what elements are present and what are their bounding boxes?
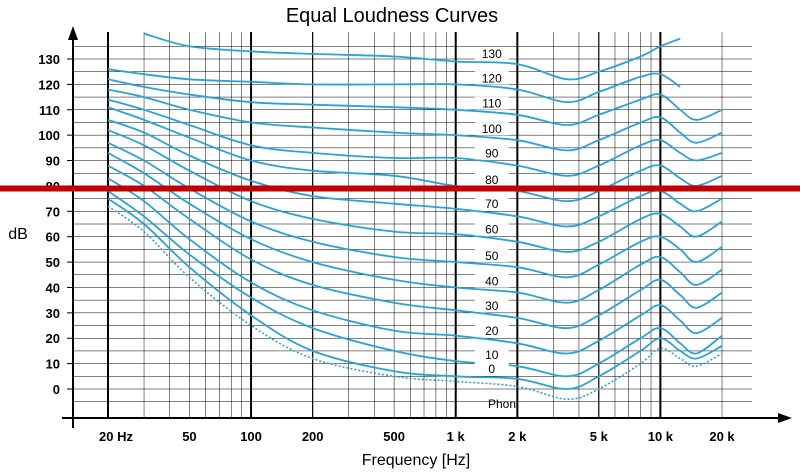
major-gridlines	[107, 32, 662, 418]
y-tick-label: 20	[46, 331, 60, 346]
y-tick-label: 30	[46, 306, 60, 321]
x-tick-label: 200	[302, 429, 324, 444]
phon-label: 20	[485, 324, 499, 338]
phon-label-bg	[474, 222, 509, 236]
phon-curve-50	[107, 141, 723, 279]
y-tick-label: 100	[38, 128, 60, 143]
phon-curve-90	[107, 98, 723, 177]
phon-label: 100	[482, 122, 502, 136]
phon-curve-0	[107, 197, 723, 390]
phon-labels: 010 20 30 40 50 60 70 80 90 100 110 120 130	[474, 47, 509, 376]
x-tick-label: 2 k	[508, 429, 527, 444]
y-tick-label: 40	[46, 280, 60, 295]
phon-label-bg	[474, 361, 509, 375]
phon-label: 120	[482, 71, 502, 85]
phon-label-bg	[474, 172, 509, 186]
y-axis-label: dB	[8, 226, 28, 243]
threshold-curve	[107, 205, 723, 401]
phon-label-bg	[474, 146, 509, 160]
phon-curve-40	[107, 152, 723, 304]
phon-label-bg	[474, 197, 509, 211]
y-tick-label: 70	[46, 204, 60, 219]
y-tick-label: 50	[46, 255, 60, 270]
x-tick-label: 5 k	[590, 429, 609, 444]
y-tick-label: 130	[38, 52, 60, 67]
y-tick-label: 60	[46, 230, 60, 245]
phon-curve-30	[107, 164, 723, 330]
x-axis-arrow	[778, 413, 792, 423]
phon-label-bg	[474, 348, 509, 362]
phon-label: 130	[482, 47, 502, 61]
x-tick-label: 20 Hz	[99, 429, 133, 444]
phon-curve-70	[107, 119, 723, 228]
y-tick-label: 10	[46, 357, 60, 372]
x-tick-label: 20 k	[709, 429, 735, 444]
phon-label: 40	[485, 274, 499, 288]
phon-curve-10	[107, 190, 723, 378]
y-tick-label: 90	[46, 154, 60, 169]
phon-label: 80	[485, 173, 499, 187]
minor-gridlines	[73, 32, 752, 418]
x-tick-label: 100	[240, 429, 262, 444]
phon-curve-100	[107, 88, 723, 152]
y-tick-label: 110	[39, 103, 60, 118]
phon-label-bg	[474, 96, 509, 110]
x-tick-label: 10 k	[648, 429, 674, 444]
phon-label: 10	[485, 348, 499, 362]
y-axis-arrow	[68, 26, 78, 40]
phon-label-bg	[474, 249, 509, 263]
phon-label-bg	[474, 274, 509, 288]
phon-label: 70	[485, 197, 499, 211]
phon-curve-20	[107, 177, 723, 355]
chart-title: Equal Loudness Curves	[286, 5, 498, 27]
phon-label: 50	[485, 249, 499, 263]
loudness-curves	[107, 32, 723, 401]
phon-label: 30	[485, 299, 499, 313]
x-tick-label: 500	[383, 429, 405, 444]
phon-curve-60	[107, 129, 723, 253]
x-tick-label: 50	[182, 429, 196, 444]
x-axis-label: Frequency [Hz]	[362, 452, 470, 469]
x-tick-label: 1 k	[447, 429, 466, 444]
phon-label-bg	[474, 298, 509, 312]
axes	[62, 26, 792, 428]
phon-unit-label: Phon	[488, 397, 516, 411]
phon-label: 90	[485, 146, 499, 160]
y-tick-label: 0	[53, 382, 60, 397]
phon-curve-120	[107, 68, 681, 104]
phon-curve-130	[143, 32, 681, 81]
phon-label-bg	[474, 47, 509, 61]
phon-label-bg	[474, 122, 509, 136]
phon-label-bg	[474, 71, 509, 85]
y-tick-label: 120	[38, 77, 60, 92]
phon-label: 0	[488, 362, 495, 376]
x-tick-labels: 20 Hz 50 100 200 500 1 k 2 k 5 k 10 k 20 k	[99, 429, 735, 444]
phon-label: 110	[482, 97, 501, 111]
phon-label-bg	[474, 324, 509, 338]
phon-curve-110	[107, 78, 723, 126]
phon-label: 60	[485, 223, 499, 237]
